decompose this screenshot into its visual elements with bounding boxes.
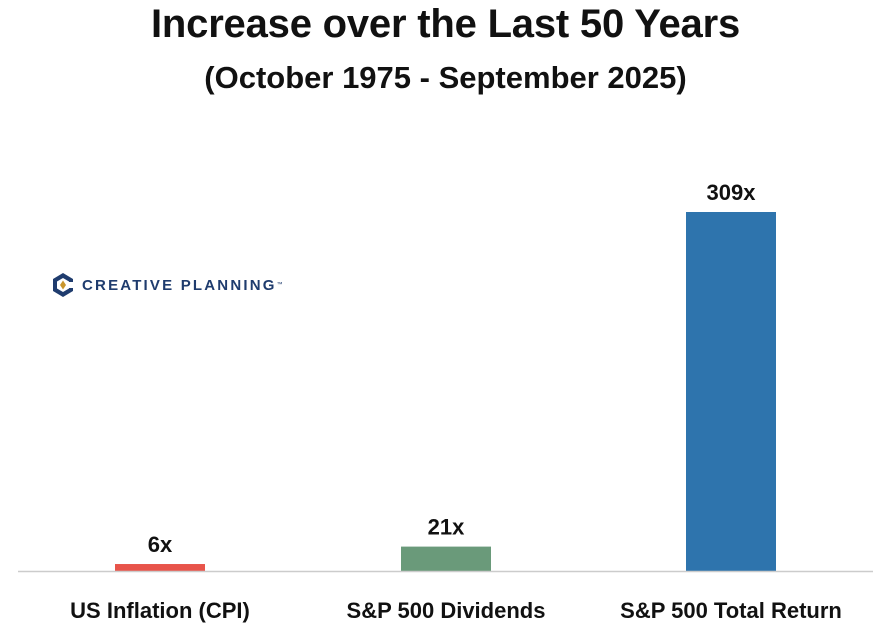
creative-planning-logo: CREATIVE PLANNING ™ (52, 270, 283, 300)
labels-group: 6x US Inflation (CPI) 21x S&P 500 Dividends… (70, 180, 842, 623)
bars-group (115, 212, 776, 571)
x-tick-label-2: S&P 500 Total Return (620, 598, 842, 623)
creative-planning-logo-icon (53, 273, 74, 297)
chart-subtitle: (October 1975 - September 2025) (204, 60, 687, 95)
data-label-0: 6x (148, 532, 173, 557)
chart-title: Increase over the Last 50 Years (151, 2, 740, 46)
x-tick-label-1: S&P 500 Dividends (347, 598, 546, 623)
data-label-1: 21x (428, 515, 465, 540)
bar-2 (686, 212, 776, 571)
bar-1 (401, 546, 491, 571)
bar-0 (115, 564, 205, 571)
logo-trademark: ™ (276, 282, 283, 288)
x-tick-label-0: US Inflation (CPI) (70, 598, 250, 623)
data-label-2: 309x (707, 180, 757, 205)
logo-text: CREATIVE PLANNING (82, 276, 277, 294)
